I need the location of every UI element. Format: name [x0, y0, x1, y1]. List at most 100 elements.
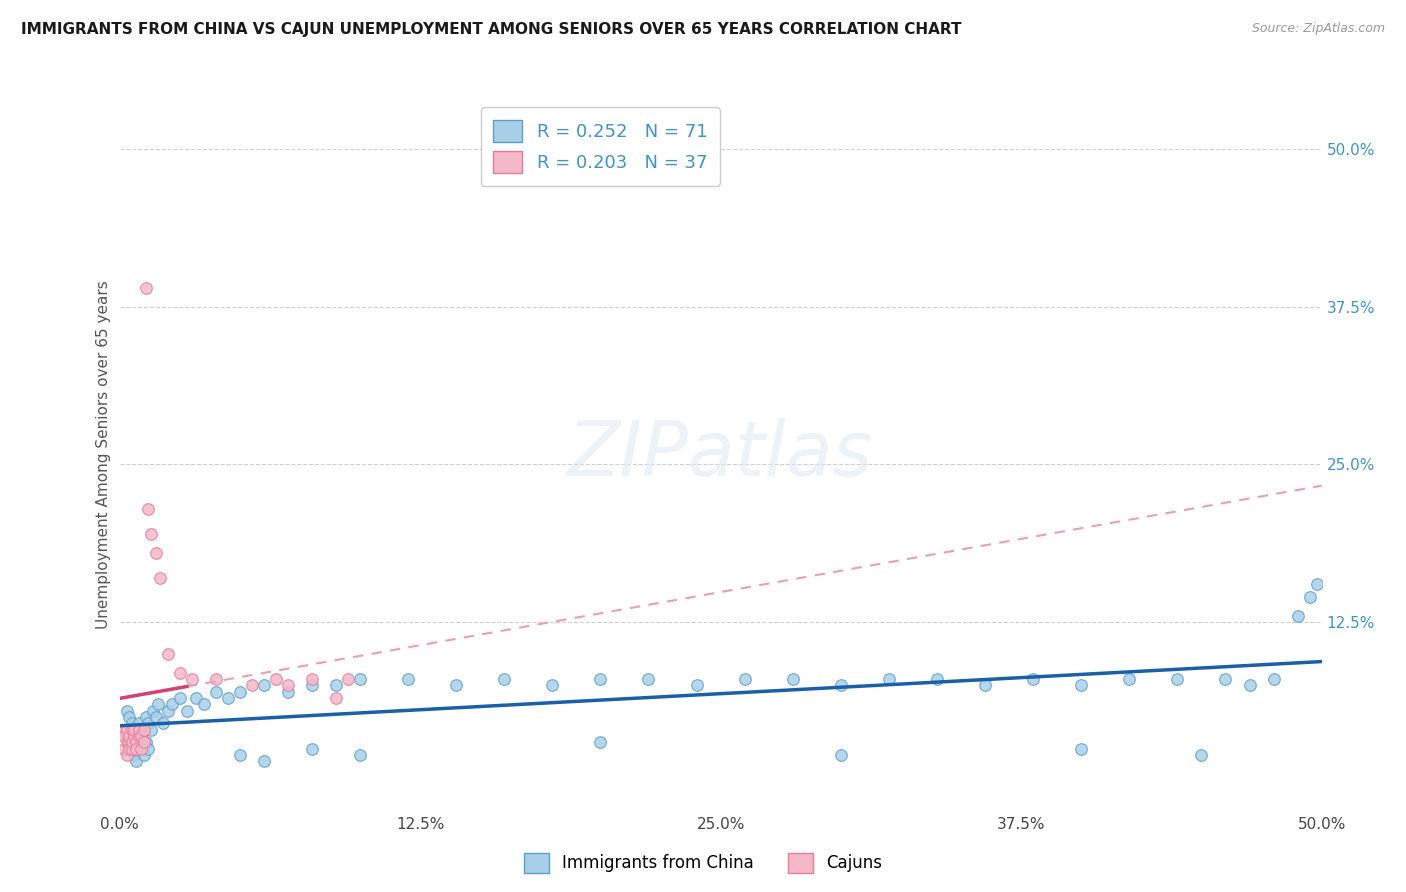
- Point: [169, 665, 191, 680]
- Point: [180, 672, 202, 686]
- Point: [125, 723, 148, 737]
- Point: [145, 546, 167, 560]
- Point: [264, 672, 287, 686]
- Point: [253, 754, 276, 768]
- Point: [830, 678, 852, 692]
- Point: [301, 678, 323, 692]
- Point: [139, 723, 162, 737]
- Point: [138, 741, 160, 756]
- Point: [129, 729, 152, 743]
- Point: [217, 691, 239, 706]
- Point: [301, 672, 323, 686]
- Point: [336, 672, 359, 686]
- Point: [132, 723, 155, 737]
- Point: [125, 735, 148, 749]
- Text: ZIPatlas: ZIPatlas: [568, 418, 873, 491]
- Point: [169, 691, 191, 706]
- Point: [1298, 590, 1320, 604]
- Point: [830, 747, 852, 762]
- Point: [121, 716, 143, 731]
- Point: [176, 704, 198, 718]
- Point: [204, 684, 226, 698]
- Point: [138, 716, 160, 731]
- Point: [118, 735, 141, 749]
- Point: [115, 747, 138, 762]
- Point: [782, 672, 804, 686]
- Point: [129, 741, 152, 756]
- Point: [193, 698, 215, 712]
- Point: [156, 704, 179, 718]
- Point: [1263, 672, 1285, 686]
- Point: [118, 729, 141, 743]
- Point: [121, 723, 143, 737]
- Point: [122, 729, 145, 743]
- Point: [115, 729, 138, 743]
- Point: [1118, 672, 1140, 686]
- Point: [125, 741, 148, 756]
- Point: [494, 672, 516, 686]
- Point: [1166, 672, 1188, 686]
- Point: [877, 672, 900, 686]
- Text: Source: ZipAtlas.com: Source: ZipAtlas.com: [1251, 22, 1385, 36]
- Y-axis label: Unemployment Among Seniors over 65 years: Unemployment Among Seniors over 65 years: [96, 281, 111, 629]
- Point: [118, 741, 141, 756]
- Point: [1189, 747, 1212, 762]
- Point: [925, 672, 948, 686]
- Point: [118, 710, 141, 724]
- Point: [162, 698, 184, 712]
- Point: [132, 735, 155, 749]
- Point: [204, 672, 226, 686]
- Point: [146, 698, 169, 712]
- Point: [1215, 672, 1237, 686]
- Point: [111, 723, 134, 737]
- Point: [1070, 678, 1092, 692]
- Point: [112, 729, 135, 743]
- Point: [122, 729, 145, 743]
- Point: [156, 647, 179, 661]
- Point: [129, 741, 152, 756]
- Point: [152, 716, 174, 731]
- Point: [228, 684, 252, 698]
- Point: [145, 710, 167, 724]
- Point: [240, 678, 263, 692]
- Point: [734, 672, 756, 686]
- Point: [128, 729, 150, 743]
- Point: [186, 691, 208, 706]
- Point: [396, 672, 419, 686]
- Point: [685, 678, 707, 692]
- Point: [228, 747, 252, 762]
- Point: [112, 723, 135, 737]
- Point: [122, 747, 145, 762]
- Point: [135, 280, 157, 294]
- Point: [1306, 577, 1329, 591]
- Point: [138, 501, 160, 516]
- Legend: R = 0.252   N = 71, R = 0.203   N = 37: R = 0.252 N = 71, R = 0.203 N = 37: [481, 107, 720, 186]
- Point: [121, 735, 143, 749]
- Point: [128, 716, 150, 731]
- Point: [325, 678, 347, 692]
- Point: [444, 678, 467, 692]
- Point: [253, 678, 276, 692]
- Point: [129, 729, 152, 743]
- Point: [135, 710, 157, 724]
- Point: [637, 672, 659, 686]
- Point: [115, 723, 138, 737]
- Point: [132, 723, 155, 737]
- Point: [132, 747, 155, 762]
- Point: [139, 526, 162, 541]
- Point: [115, 704, 138, 718]
- Point: [589, 735, 612, 749]
- Point: [128, 723, 150, 737]
- Point: [122, 723, 145, 737]
- Point: [1239, 678, 1261, 692]
- Text: IMMIGRANTS FROM CHINA VS CAJUN UNEMPLOYMENT AMONG SENIORS OVER 65 YEARS CORRELAT: IMMIGRANTS FROM CHINA VS CAJUN UNEMPLOYM…: [21, 22, 962, 37]
- Point: [135, 735, 157, 749]
- Point: [1070, 741, 1092, 756]
- Point: [1022, 672, 1045, 686]
- Point: [277, 678, 299, 692]
- Point: [121, 741, 143, 756]
- Point: [128, 735, 150, 749]
- Point: [125, 754, 148, 768]
- Point: [121, 741, 143, 756]
- Point: [142, 704, 165, 718]
